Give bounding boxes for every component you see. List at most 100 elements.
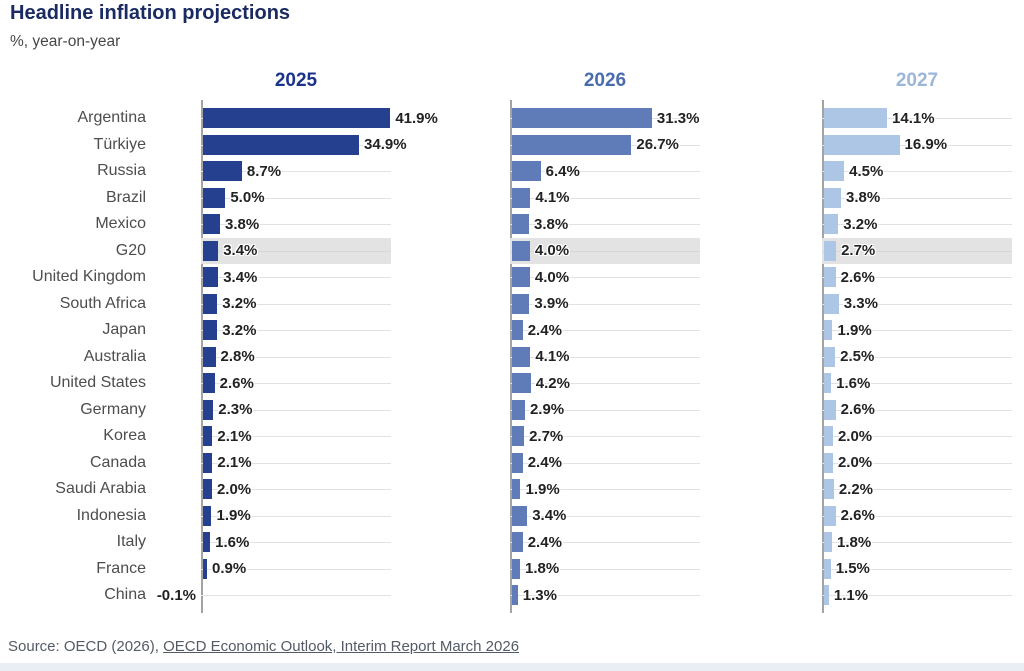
bar	[512, 426, 525, 447]
bar	[203, 187, 226, 208]
country-label: Australia	[83, 347, 146, 365]
country-label: United States	[49, 374, 146, 391]
value-label: 1.6%	[215, 533, 250, 551]
country-label: Argentina	[77, 109, 147, 126]
bar	[203, 532, 211, 553]
country-label: Brazil	[105, 188, 146, 206]
bar-row: 2.6%	[201, 370, 391, 397]
country-label: China	[104, 586, 146, 603]
year-header-2026: 2026	[583, 70, 627, 91]
bar	[203, 134, 360, 155]
value-label: 2.4%	[527, 454, 562, 472]
value-label: 2.2%	[838, 480, 874, 498]
bar	[203, 267, 219, 288]
country-label: Türkiye	[93, 135, 146, 153]
value-label: 1.6%	[836, 374, 871, 392]
bar-row: 4.1%	[510, 344, 700, 371]
value-label: 2.3%	[218, 401, 253, 419]
bar-row: 1.6%	[201, 529, 391, 556]
bar-row: 2.4%	[510, 450, 700, 477]
bar-row: 3.2%	[201, 291, 391, 318]
bar	[512, 479, 521, 500]
bar	[512, 373, 531, 394]
value-label: 1.3%	[522, 586, 557, 604]
value-label: 8.7%	[246, 162, 282, 180]
value-label: 1.5%	[835, 560, 870, 578]
bar-row: 1.9%	[201, 503, 391, 530]
value-label: 2.4%	[527, 321, 562, 339]
country-labels-column: Argentina Türkiye Russia Brazil Mexico G20 Uni…	[0, 105, 146, 609]
bar-group-2026: 31.3% 26.7% 6.4% 4.1% 3.8% 4.0% 4.0% 3.9% 2.4% 4.…	[510, 100, 700, 612]
country-label: Indonesia	[76, 506, 146, 524]
value-label: 6.4%	[545, 162, 580, 180]
bar	[824, 452, 833, 473]
value-label: 2.5%	[840, 348, 875, 366]
bar-row: 3.4%	[510, 503, 700, 530]
value-label: 2.6%	[840, 401, 875, 419]
bar-row: 2.7%	[510, 423, 700, 450]
bar-row: 4.2%	[510, 370, 700, 397]
bar	[512, 267, 530, 288]
bar-row: 1.9%	[510, 476, 700, 503]
year-header-2027: 2027	[895, 70, 939, 91]
value-label: 0.9%	[212, 560, 247, 578]
value-label: 1.9%	[216, 507, 251, 525]
bar	[512, 240, 530, 261]
bar	[203, 479, 212, 500]
bar-row: 1.8%	[822, 529, 1012, 556]
bar-row: 1.3%	[510, 582, 700, 609]
bar	[203, 108, 391, 129]
bar	[512, 108, 652, 129]
bar	[203, 240, 219, 261]
bar	[824, 267, 836, 288]
bar	[203, 399, 214, 420]
bar-row: 1.8%	[510, 556, 700, 583]
bar-row: 4.0%	[510, 264, 700, 291]
value-label: 14.1%	[892, 109, 935, 127]
bar-row: 3.2%	[822, 211, 1012, 238]
bar-row: 3.3%	[822, 291, 1012, 318]
country-label: Russia	[97, 162, 146, 179]
bar-row: 2.3%	[201, 397, 391, 424]
country-label: Italy	[116, 533, 146, 550]
bar-row: 2.1%	[201, 423, 391, 450]
bar-row: 1.1%	[822, 582, 1012, 609]
value-label: 2.1%	[217, 427, 252, 445]
bar-row: 1.6%	[822, 370, 1012, 397]
value-label: 3.2%	[222, 295, 257, 313]
bar-row: 6.4%	[510, 158, 700, 185]
value-label: 3.3%	[843, 295, 878, 313]
bar-row: 8.7%	[201, 158, 391, 185]
bar-row: 2.0%	[201, 476, 391, 503]
source-line: Source: OECD (2026), OECD Economic Outlo…	[8, 638, 519, 655]
value-label: 4.1%	[535, 348, 570, 366]
bar	[512, 585, 518, 606]
source-link[interactable]: OECD Economic Outlook, Interim Report Ma…	[163, 638, 520, 655]
bar-row: 16.9%	[822, 132, 1012, 159]
value-label: 2.6%	[840, 507, 875, 525]
bar	[512, 187, 531, 208]
value-label: 16.9%	[904, 136, 948, 154]
bar-row: 0.9%	[201, 556, 391, 583]
bar	[203, 505, 212, 526]
bar	[512, 293, 530, 314]
bar	[824, 505, 836, 526]
bar	[824, 479, 834, 500]
value-label: 3.2%	[222, 321, 257, 339]
bar-group-2027: 14.1% 16.9% 4.5% 3.8% 3.2% 2.7% 2.6% 3.3% 1.9% 2.…	[822, 100, 1012, 612]
source-text: Source: OECD (2026),	[8, 638, 164, 655]
bar-row: 3.2%	[201, 317, 391, 344]
bar	[512, 346, 531, 367]
value-label: 41.9%	[395, 109, 438, 127]
bar-row: 1.5%	[822, 556, 1012, 583]
value-label: 4.2%	[535, 374, 570, 392]
value-label: 3.9%	[534, 295, 569, 313]
bar-row: 41.9%	[201, 105, 438, 132]
bar-row: 2.0%	[822, 450, 1012, 477]
value-label: 1.8%	[837, 533, 872, 551]
bar-row: 4.1%	[510, 185, 700, 212]
bar-row: 4.5%	[822, 158, 1012, 185]
bar-row: 2.9%	[510, 397, 700, 424]
value-label: 4.1%	[535, 189, 570, 207]
value-label: 3.2%	[843, 215, 878, 233]
